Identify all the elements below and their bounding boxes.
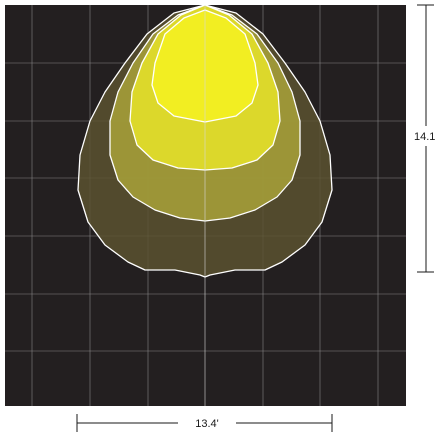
height-dimension bbox=[417, 4, 434, 273]
width-dimension-label: 13.4' bbox=[195, 418, 219, 430]
height-dimension-label: 14.1 bbox=[414, 131, 435, 143]
width-dimension bbox=[76, 414, 333, 432]
